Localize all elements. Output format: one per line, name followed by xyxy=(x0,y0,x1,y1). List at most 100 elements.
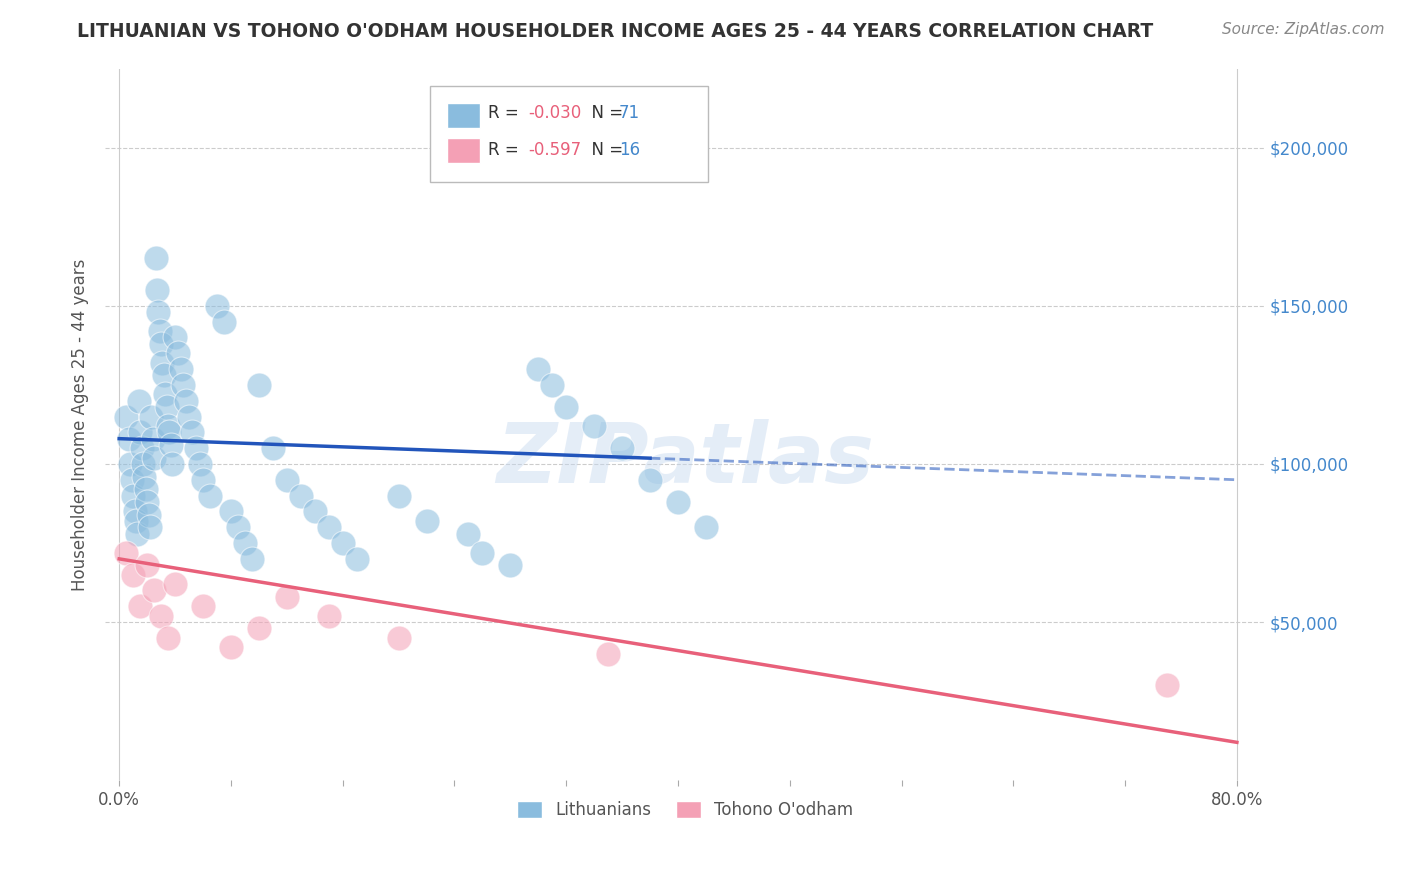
Text: LITHUANIAN VS TOHONO O'ODHAM HOUSEHOLDER INCOME AGES 25 - 44 YEARS CORRELATION C: LITHUANIAN VS TOHONO O'ODHAM HOUSEHOLDER… xyxy=(77,22,1153,41)
Point xyxy=(471,545,494,559)
Point xyxy=(115,409,138,424)
Point xyxy=(132,457,155,471)
Point xyxy=(157,631,180,645)
Text: -0.597: -0.597 xyxy=(529,141,582,160)
Point xyxy=(240,552,263,566)
Point xyxy=(219,640,242,655)
Point xyxy=(139,520,162,534)
Point xyxy=(276,590,298,604)
Text: -0.030: -0.030 xyxy=(529,104,582,122)
Point xyxy=(141,409,163,424)
Point xyxy=(145,252,167,266)
Point xyxy=(276,473,298,487)
Point xyxy=(169,362,191,376)
Point xyxy=(290,489,312,503)
Point xyxy=(129,425,152,440)
Point xyxy=(583,419,606,434)
FancyBboxPatch shape xyxy=(447,103,479,128)
Point xyxy=(153,368,176,383)
Point xyxy=(205,299,228,313)
Point xyxy=(167,346,190,360)
Point xyxy=(247,622,270,636)
Point xyxy=(152,356,174,370)
Point xyxy=(610,441,633,455)
Point xyxy=(555,400,578,414)
Point xyxy=(142,432,165,446)
Point xyxy=(165,577,187,591)
Text: R =: R = xyxy=(488,104,524,122)
Point xyxy=(156,400,179,414)
Point xyxy=(188,457,211,471)
Point xyxy=(135,482,157,496)
Text: ZIPatlas: ZIPatlas xyxy=(496,419,875,500)
Point xyxy=(124,504,146,518)
Point xyxy=(136,495,159,509)
Text: R =: R = xyxy=(488,141,524,160)
Point xyxy=(125,514,148,528)
Point xyxy=(177,409,200,424)
Point xyxy=(162,457,184,471)
Point xyxy=(598,647,620,661)
Point xyxy=(527,362,550,376)
Point xyxy=(150,336,173,351)
Text: 16: 16 xyxy=(619,141,640,160)
Point xyxy=(346,552,368,566)
Point xyxy=(174,393,197,408)
Point xyxy=(457,526,479,541)
Point xyxy=(332,536,354,550)
Y-axis label: Householder Income Ages 25 - 44 years: Householder Income Ages 25 - 44 years xyxy=(72,258,89,591)
Point xyxy=(150,608,173,623)
Text: N =: N = xyxy=(581,141,628,160)
Point xyxy=(118,432,141,446)
Point xyxy=(134,469,156,483)
Point xyxy=(198,489,221,503)
FancyBboxPatch shape xyxy=(430,87,709,182)
Point xyxy=(149,324,172,338)
Point xyxy=(122,489,145,503)
Point xyxy=(131,441,153,455)
Point xyxy=(233,536,256,550)
Text: 71: 71 xyxy=(619,104,640,122)
Point xyxy=(157,419,180,434)
Point xyxy=(262,441,284,455)
Point xyxy=(180,425,202,440)
Point xyxy=(415,514,437,528)
Point xyxy=(1156,678,1178,692)
Point xyxy=(226,520,249,534)
Point xyxy=(115,545,138,559)
Point xyxy=(304,504,326,518)
Text: N =: N = xyxy=(581,104,628,122)
Point xyxy=(136,558,159,573)
Point xyxy=(184,441,207,455)
Point xyxy=(172,377,194,392)
Point xyxy=(120,457,142,471)
Point xyxy=(541,377,564,392)
Point xyxy=(159,425,181,440)
Point xyxy=(219,504,242,518)
Point xyxy=(138,508,160,522)
Point xyxy=(148,305,170,319)
Point xyxy=(499,558,522,573)
Point xyxy=(638,473,661,487)
Point xyxy=(191,473,214,487)
Point xyxy=(143,583,166,598)
Point xyxy=(146,283,169,297)
Point xyxy=(143,450,166,465)
Point xyxy=(695,520,717,534)
Point xyxy=(388,631,411,645)
Point xyxy=(666,495,689,509)
Point xyxy=(127,526,149,541)
Point xyxy=(128,393,150,408)
Point xyxy=(318,608,340,623)
Point xyxy=(160,438,183,452)
Point xyxy=(388,489,411,503)
Point xyxy=(318,520,340,534)
Point xyxy=(121,473,143,487)
Point xyxy=(122,567,145,582)
FancyBboxPatch shape xyxy=(447,138,479,163)
Point xyxy=(129,599,152,614)
Point xyxy=(155,387,177,401)
Point xyxy=(212,315,235,329)
Legend: Lithuanians, Tohono O'odham: Lithuanians, Tohono O'odham xyxy=(510,794,860,825)
Text: Source: ZipAtlas.com: Source: ZipAtlas.com xyxy=(1222,22,1385,37)
